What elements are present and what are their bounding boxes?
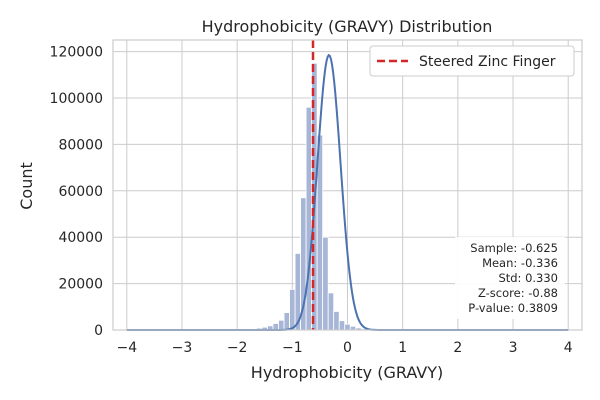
y-tick-label: 80000 xyxy=(58,137,103,153)
x-tick-label: 1 xyxy=(398,340,407,356)
histogram-bar xyxy=(305,106,313,331)
y-tick-label: 120000 xyxy=(50,45,103,61)
stats-box: Sample: -0.625 Mean: -0.336 Std: 0.330 Z… xyxy=(455,237,565,319)
histogram-bar xyxy=(333,311,340,331)
histogram-bar xyxy=(338,320,346,331)
y-axis-label: Count xyxy=(17,162,36,210)
y-tick-label: 0 xyxy=(94,323,103,339)
x-tick-label: 4 xyxy=(564,340,573,356)
histogram-bar xyxy=(289,288,296,331)
stats-sample: Sample: -0.625 xyxy=(470,241,558,255)
stats-mean: Mean: -0.336 xyxy=(482,256,558,270)
x-tick-labels: −4 −3 −2 −1 0 1 2 3 4 xyxy=(116,340,572,356)
stats-zscore: Z-score: -0.88 xyxy=(478,286,558,300)
x-tick-label: −4 xyxy=(116,340,137,356)
stats-std: Std: 0.330 xyxy=(498,271,558,285)
y-tick-labels: 0 20000 40000 60000 80000 100000 120000 xyxy=(50,45,103,339)
y-tick-label: 40000 xyxy=(58,230,103,246)
histogram-bar xyxy=(322,236,329,331)
y-tick-label: 20000 xyxy=(58,277,103,293)
x-axis-label: Hydrophobicity (GRAVY) xyxy=(251,363,443,382)
legend: Steered Zinc Finger xyxy=(369,45,575,77)
stats-pvalue: P-value: 0.3809 xyxy=(468,301,558,315)
y-tick-label: 60000 xyxy=(58,184,103,200)
x-tick-label: 3 xyxy=(509,340,518,356)
legend-box xyxy=(369,45,575,77)
histogram-bar xyxy=(327,292,335,331)
histogram-bar xyxy=(278,319,285,331)
x-tick-label: −1 xyxy=(282,340,303,356)
x-tick-label: 0 xyxy=(343,340,352,356)
chart-title: Hydrophobicity (GRAVY) Distribution xyxy=(202,17,493,36)
x-tick-label: −2 xyxy=(227,340,248,356)
histogram-bar xyxy=(344,323,351,331)
x-tick-label: 2 xyxy=(453,340,462,356)
stats-box-background xyxy=(455,237,565,319)
legend-label: Steered Zinc Finger xyxy=(419,54,556,70)
histogram-bar xyxy=(283,312,290,331)
x-tick-label: −3 xyxy=(172,340,193,356)
y-tick-label: 100000 xyxy=(50,91,103,107)
plot-frame xyxy=(112,39,583,331)
